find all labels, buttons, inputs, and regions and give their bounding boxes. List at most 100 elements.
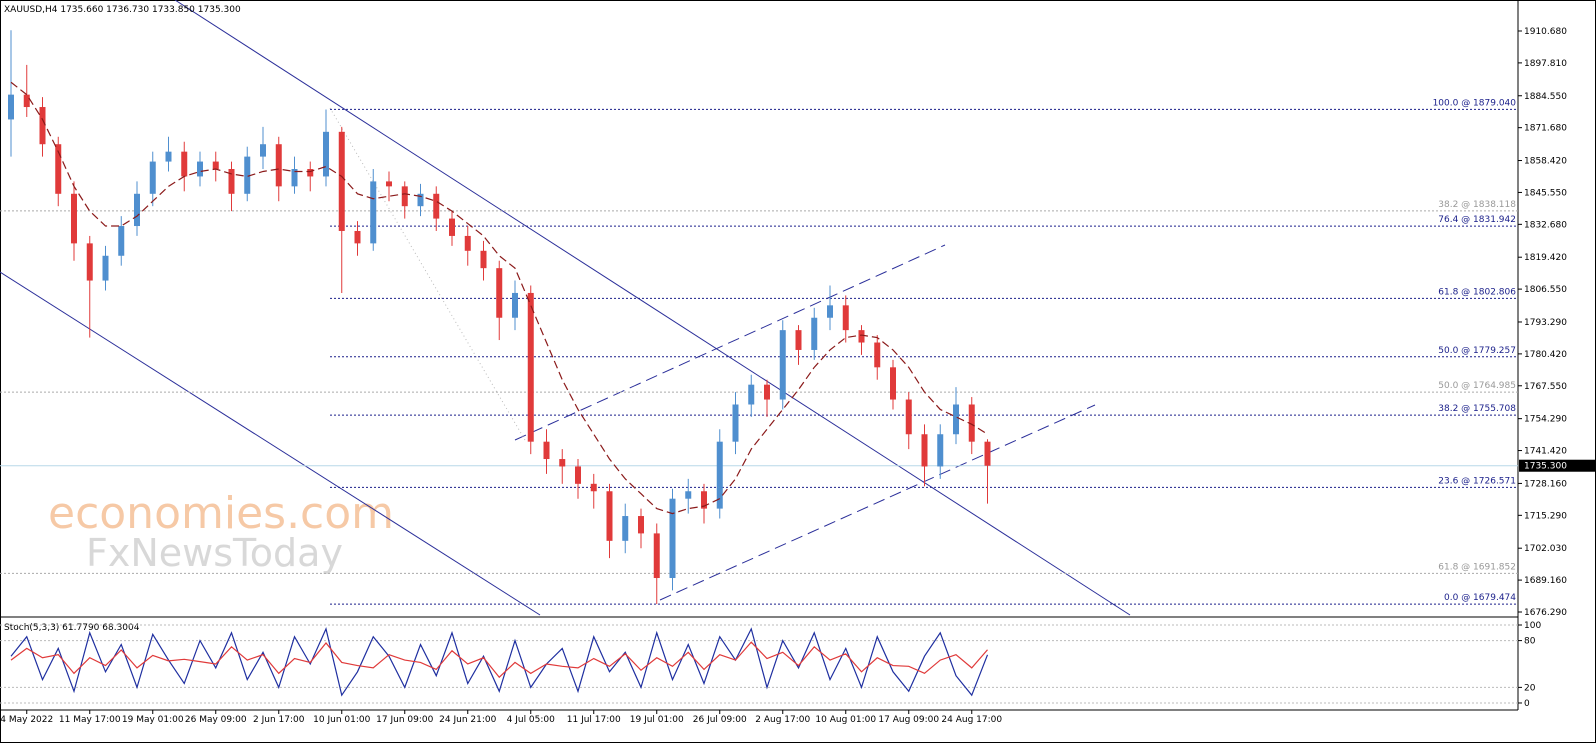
x-tick-label: 10 Jun 01:00 [313,715,370,725]
candle-body [811,317,818,350]
candle-body [401,186,408,207]
candle-body [716,441,723,509]
candle-body [449,218,455,236]
candle-body [685,491,692,499]
fib-label: 50.0 @ 1779.257 [1438,346,1516,356]
stoch-tick-label: 0 [1524,699,1530,709]
candle-body [370,181,377,244]
x-tick-label: 4 May 2022 [0,715,53,725]
x-tick-label: 10 Aug 01:00 [815,715,876,725]
candle-body [874,342,881,368]
fib-label: 61.8 @ 1802.806 [1438,287,1516,297]
candle-body [39,107,46,145]
candle-body [575,466,581,484]
fib-label: 100.0 @ 1879.040 [1433,98,1517,108]
watermark-economies: economies.com [48,488,394,539]
candle-body [937,434,944,467]
channel-dashed [514,244,946,441]
candle-body [338,131,345,231]
y-tick-label: 1910.680 [1524,27,1567,37]
candle-body [212,161,219,170]
y-tick-label: 1689.160 [1524,576,1567,586]
x-tick-label: 17 Jun 09:00 [376,715,433,725]
y-tick-label: 1741.420 [1524,447,1567,457]
watermark-fxnewstoday: FxNewsToday [86,531,343,575]
y-tick-label: 1702.030 [1524,544,1567,554]
y-tick-label: 1871.680 [1524,124,1567,134]
x-tick-label: 4 Jul 05:00 [507,715,556,725]
fib-label: 61.8 @ 1691.852 [1438,562,1516,572]
candle-body [638,516,644,534]
x-tick-label: 26 Jul 09:00 [693,715,747,725]
y-tick-label: 1793.290 [1524,318,1567,328]
candle-body [858,330,865,343]
candle-body [118,226,125,256]
candle-body [23,94,30,108]
x-tick-label: 11 May 17:00 [59,715,121,725]
channel-line [174,0,1131,616]
candle-body [8,94,14,120]
stoch-tick-label: 80 [1524,637,1536,647]
x-tick-label: 26 May 09:00 [185,715,247,725]
stoch-title: Stoch(5,3,3) 61.7790 68.3004 [4,623,140,633]
candle-body [748,384,755,405]
candle-body [905,399,912,435]
fib-baseline [329,107,526,441]
candle-body [512,292,518,318]
chart-title: XAUUSD,H4 1735.660 1736.730 1733.850 173… [4,5,241,15]
candle-body [669,498,676,579]
y-tick-label: 1819.420 [1524,253,1567,263]
candle-body [921,434,928,467]
candle-body [606,491,613,541]
y-tick-label: 1884.550 [1524,92,1567,102]
y-tick-label: 1780.420 [1524,350,1567,360]
candle-body [842,305,849,331]
x-tick-label: 24 Jun 21:00 [439,715,496,725]
candle-body [244,156,251,194]
candle-body [701,491,707,509]
candle-body [968,404,975,442]
candle-body [71,193,77,244]
candle-body [559,459,566,467]
candle-body [543,441,550,460]
candle-body [890,367,896,400]
fib-label: 0.0 @ 1679.474 [1444,593,1516,603]
x-tick-label: 2 Aug 17:00 [755,715,810,725]
candle-body [165,151,172,162]
y-tick-label: 1858.420 [1524,157,1567,167]
candle-body [386,181,392,187]
y-tick-label: 1832.680 [1524,220,1567,230]
y-tick-label: 1728.160 [1524,479,1567,489]
candle-body [984,441,991,466]
candle-body [134,193,140,227]
stoch-tick-label: 100 [1524,621,1541,631]
candle-body [181,151,188,177]
x-tick-label: 19 May 01:00 [122,715,184,725]
fib-label: 76.4 @ 1831.942 [1438,215,1516,225]
y-tick-label: 1715.290 [1524,511,1567,521]
fib-label: 38.2 @ 1755.708 [1438,404,1516,414]
candle-body [732,404,739,442]
candle-body [464,235,471,251]
candle-body [417,193,424,207]
candle-body [496,268,503,318]
x-tick-label: 24 Aug 17:00 [941,715,1002,725]
candle-body [764,384,770,400]
y-tick-label: 1767.550 [1524,382,1567,392]
candle-body [433,193,440,219]
fib-label: 23.6 @ 1726.571 [1438,476,1516,486]
candle-body [102,255,109,281]
stoch-tick-label: 20 [1524,683,1536,693]
candle-body [953,404,959,435]
x-tick-label: 17 Aug 09:00 [878,715,939,725]
candle-body [228,169,235,194]
y-tick-label: 1806.550 [1524,285,1567,295]
candle-body [323,131,329,177]
candle-body [827,305,833,318]
fib-label: 38.2 @ 1838.118 [1438,200,1516,210]
last-price-box [1519,459,1595,472]
y-tick-label: 1676.290 [1524,608,1567,618]
